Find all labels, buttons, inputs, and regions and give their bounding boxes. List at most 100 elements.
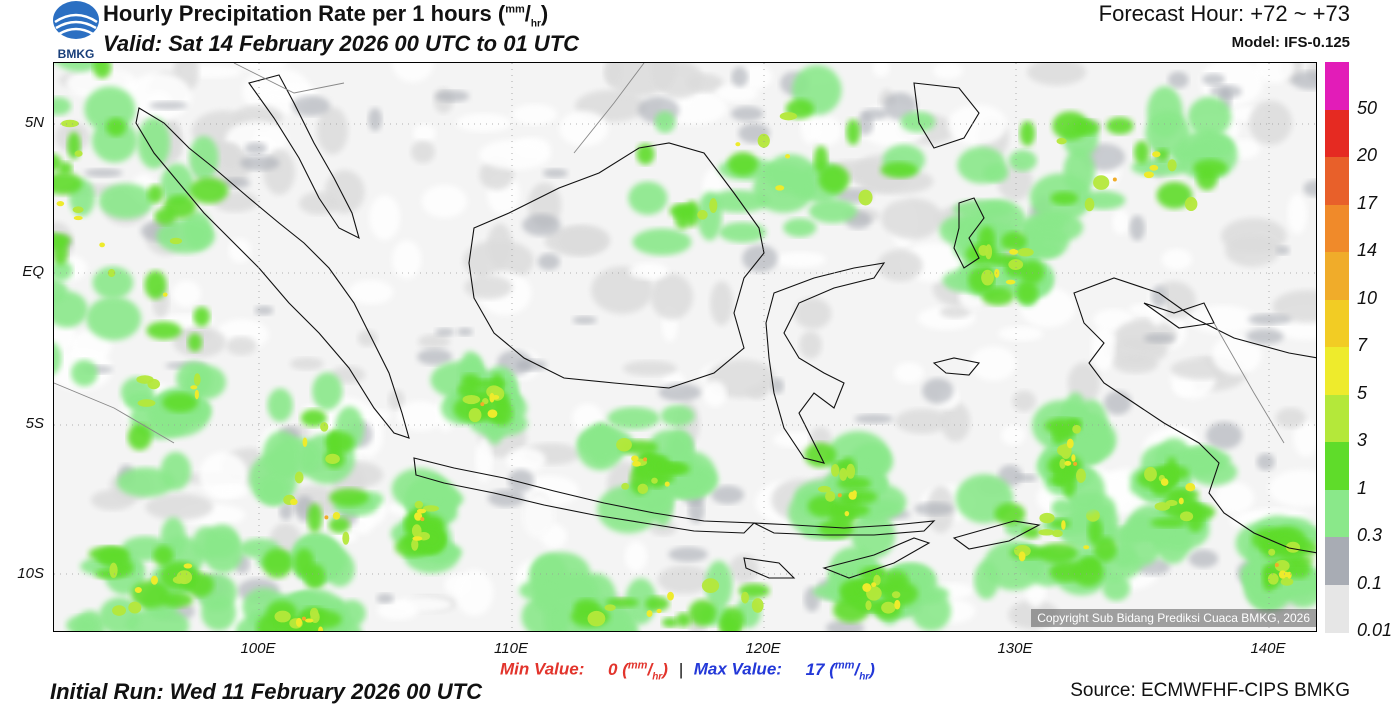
rain-area (794, 297, 832, 330)
min-max-values: Min Value: 0 (mm/hr) | Max Value: 17 (mm… (500, 659, 875, 682)
lon-label-120e: 120E (745, 640, 781, 657)
rain-area (304, 618, 314, 623)
rain-area (464, 275, 513, 300)
rain-area (771, 378, 784, 394)
rain-area (542, 168, 568, 178)
rain-area (1005, 279, 1016, 285)
rain-area (1143, 333, 1175, 344)
rain-area (1246, 328, 1284, 345)
rain-area (416, 524, 445, 552)
rain-area (66, 615, 99, 631)
min-value-label: Min Value: (500, 659, 585, 679)
rain-area (1074, 119, 1100, 136)
rain-area (711, 485, 745, 505)
rain-area (511, 104, 558, 125)
rain-area (881, 198, 943, 240)
rain-area (228, 238, 252, 263)
rain-area (1272, 290, 1316, 323)
rain-area (775, 185, 785, 191)
rain-area (1009, 248, 1019, 255)
rain-area (392, 240, 422, 279)
legend-swatch (1325, 442, 1349, 490)
rain-area (839, 467, 848, 481)
rain-area (643, 457, 648, 462)
rain-area (1017, 248, 1034, 257)
rain-area (1001, 425, 1026, 446)
rain-area (783, 218, 817, 238)
rain-area (290, 357, 324, 371)
rain-area (658, 383, 702, 402)
rain-area (774, 252, 826, 268)
rain-area (73, 215, 83, 221)
rain-area (650, 63, 677, 90)
rain-area (149, 101, 188, 110)
rain-area (172, 280, 201, 307)
rain-area (621, 482, 630, 490)
rain-area (299, 191, 339, 215)
max-value: 17 (mm/hr) (805, 659, 875, 683)
rain-area (193, 306, 211, 327)
rain-area (1144, 466, 1157, 482)
rain-area (189, 135, 219, 180)
legend-level-label: 5 (1357, 382, 1368, 403)
rain-area (1161, 248, 1192, 270)
rain-area (128, 601, 142, 614)
rain-area (1051, 498, 1073, 518)
rain-area (668, 546, 708, 562)
rain-area (1112, 210, 1130, 235)
rain-area (160, 163, 194, 205)
rain-area (332, 512, 341, 520)
legend-swatch (1325, 62, 1349, 110)
rain-area (357, 330, 378, 347)
rain-area (455, 569, 494, 616)
rain-area (846, 119, 861, 146)
rain-area (1066, 438, 1074, 449)
rain-area (632, 460, 641, 467)
rain-area (183, 563, 193, 569)
rain-area (134, 587, 142, 594)
rain-area (218, 142, 242, 170)
rain-area (779, 112, 798, 121)
rain-area (1192, 159, 1228, 177)
rain-area (74, 150, 83, 157)
rain-area (1062, 467, 1077, 498)
rain-area (785, 154, 791, 159)
rain-area (1082, 557, 1100, 574)
rain-area (837, 493, 842, 498)
rain-area (84, 168, 123, 178)
rain-area (1206, 421, 1243, 450)
rain-area (831, 464, 840, 477)
rain-area (262, 548, 293, 579)
rain-area (587, 610, 606, 627)
rain-area (939, 305, 971, 319)
forecast-hour: Forecast Hour: +72 ~ +73 (1098, 1, 1350, 26)
rain-area (591, 266, 654, 314)
rain-area (411, 140, 435, 164)
copyright-notice: Copyright Sub Bidang Prediksi Cuaca BMKG… (1031, 609, 1316, 627)
rain-area (522, 493, 555, 538)
rain-area (646, 610, 653, 617)
rain-area (1278, 570, 1287, 579)
rain-area (348, 280, 394, 305)
rain-area (126, 73, 192, 120)
rain-area (106, 117, 127, 137)
rain-area (1268, 548, 1276, 556)
rain-area (294, 548, 314, 578)
rain-area (492, 394, 500, 400)
rain-area (880, 161, 918, 179)
legend-swatch (1325, 252, 1349, 300)
rain-area (187, 333, 203, 352)
rain-area (1039, 512, 1055, 524)
rain-area (222, 177, 251, 189)
rain-area (1225, 234, 1281, 267)
rain-area (244, 142, 268, 155)
rain-area (1268, 469, 1316, 507)
rain-area (189, 177, 229, 204)
rain-area (622, 360, 677, 376)
rain-area (773, 432, 818, 448)
rain-area (667, 591, 674, 601)
rain-area (1152, 151, 1161, 158)
rain-area (852, 490, 857, 497)
rain-area (578, 427, 634, 459)
rain-area (985, 244, 993, 260)
